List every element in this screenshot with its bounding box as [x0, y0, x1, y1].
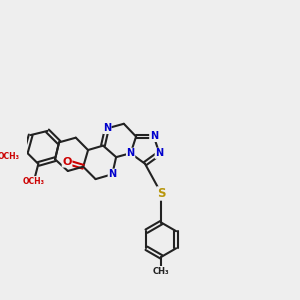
Text: CH₃: CH₃ — [153, 266, 169, 275]
Text: N: N — [127, 148, 135, 158]
Text: N: N — [103, 123, 111, 134]
Text: N: N — [150, 131, 158, 141]
Text: OCH₃: OCH₃ — [23, 177, 45, 186]
Text: O: O — [62, 157, 72, 167]
Text: OCH₃: OCH₃ — [0, 152, 20, 161]
Text: N: N — [155, 148, 164, 158]
Text: N: N — [108, 169, 116, 179]
Text: S: S — [157, 187, 166, 200]
